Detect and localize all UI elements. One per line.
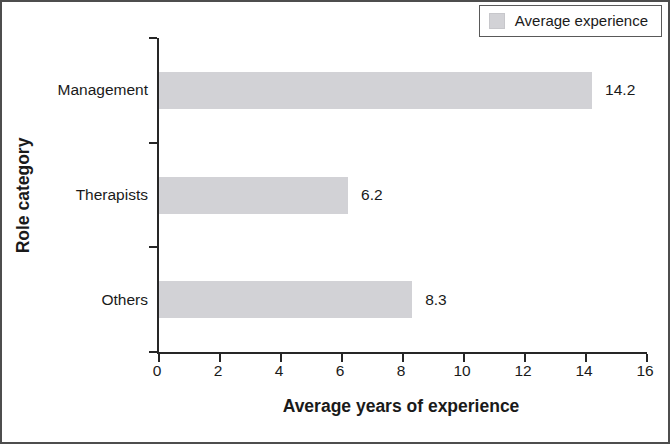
category-band-management: Management14.2 bbox=[159, 38, 647, 143]
x-axis-tick bbox=[646, 354, 648, 362]
x-axis-tick bbox=[585, 354, 587, 362]
x-axis-tick-label: 12 bbox=[514, 362, 531, 380]
x-axis-tick-label: 0 bbox=[153, 362, 162, 380]
category-band-others: Others8.3 bbox=[159, 247, 647, 352]
x-axis-tick-labels: 0246810121416 bbox=[157, 362, 645, 382]
chart-figure: Average experience Role category Managem… bbox=[0, 0, 670, 444]
category-label: Others bbox=[101, 291, 148, 309]
plot-area: Management14.2Therapists6.2Others8.3 bbox=[157, 38, 647, 354]
x-axis-title: Average years of experience bbox=[157, 396, 645, 417]
legend: Average experience bbox=[479, 5, 662, 37]
category-label: Therapists bbox=[76, 186, 148, 204]
x-axis-tick-label: 14 bbox=[575, 362, 592, 380]
legend-label: Average experience bbox=[515, 12, 648, 30]
x-axis-tick-label: 8 bbox=[397, 362, 406, 380]
x-axis-tick bbox=[463, 354, 465, 362]
x-axis-tick-label: 16 bbox=[636, 362, 653, 380]
x-axis-tick bbox=[219, 354, 221, 362]
bars-container: Management14.2Therapists6.2Others8.3 bbox=[159, 38, 647, 352]
category-band-therapists: Therapists6.2 bbox=[159, 143, 647, 248]
y-axis-tick bbox=[149, 37, 157, 39]
bar bbox=[159, 281, 412, 318]
value-label: 8.3 bbox=[425, 291, 447, 309]
y-axis-title: Role category bbox=[14, 137, 35, 253]
x-axis-tick-label: 6 bbox=[336, 362, 345, 380]
x-axis-tick bbox=[280, 354, 282, 362]
y-axis-title-wrap: Role category bbox=[2, 38, 46, 352]
value-label: 14.2 bbox=[605, 81, 635, 99]
x-axis-tick bbox=[158, 354, 160, 362]
bar bbox=[159, 177, 348, 214]
x-axis-tick bbox=[524, 354, 526, 362]
category-label: Management bbox=[58, 81, 148, 99]
y-axis-tick bbox=[149, 351, 157, 353]
y-axis-tick bbox=[149, 142, 157, 144]
bar bbox=[159, 72, 592, 109]
legend-swatch bbox=[489, 13, 505, 29]
x-axis-tick bbox=[402, 354, 404, 362]
value-label: 6.2 bbox=[361, 186, 383, 204]
y-axis-tick bbox=[149, 246, 157, 248]
x-axis-tick-label: 2 bbox=[214, 362, 223, 380]
x-axis-tick bbox=[341, 354, 343, 362]
x-axis-tick-label: 4 bbox=[275, 362, 284, 380]
x-axis-tick-label: 10 bbox=[453, 362, 470, 380]
